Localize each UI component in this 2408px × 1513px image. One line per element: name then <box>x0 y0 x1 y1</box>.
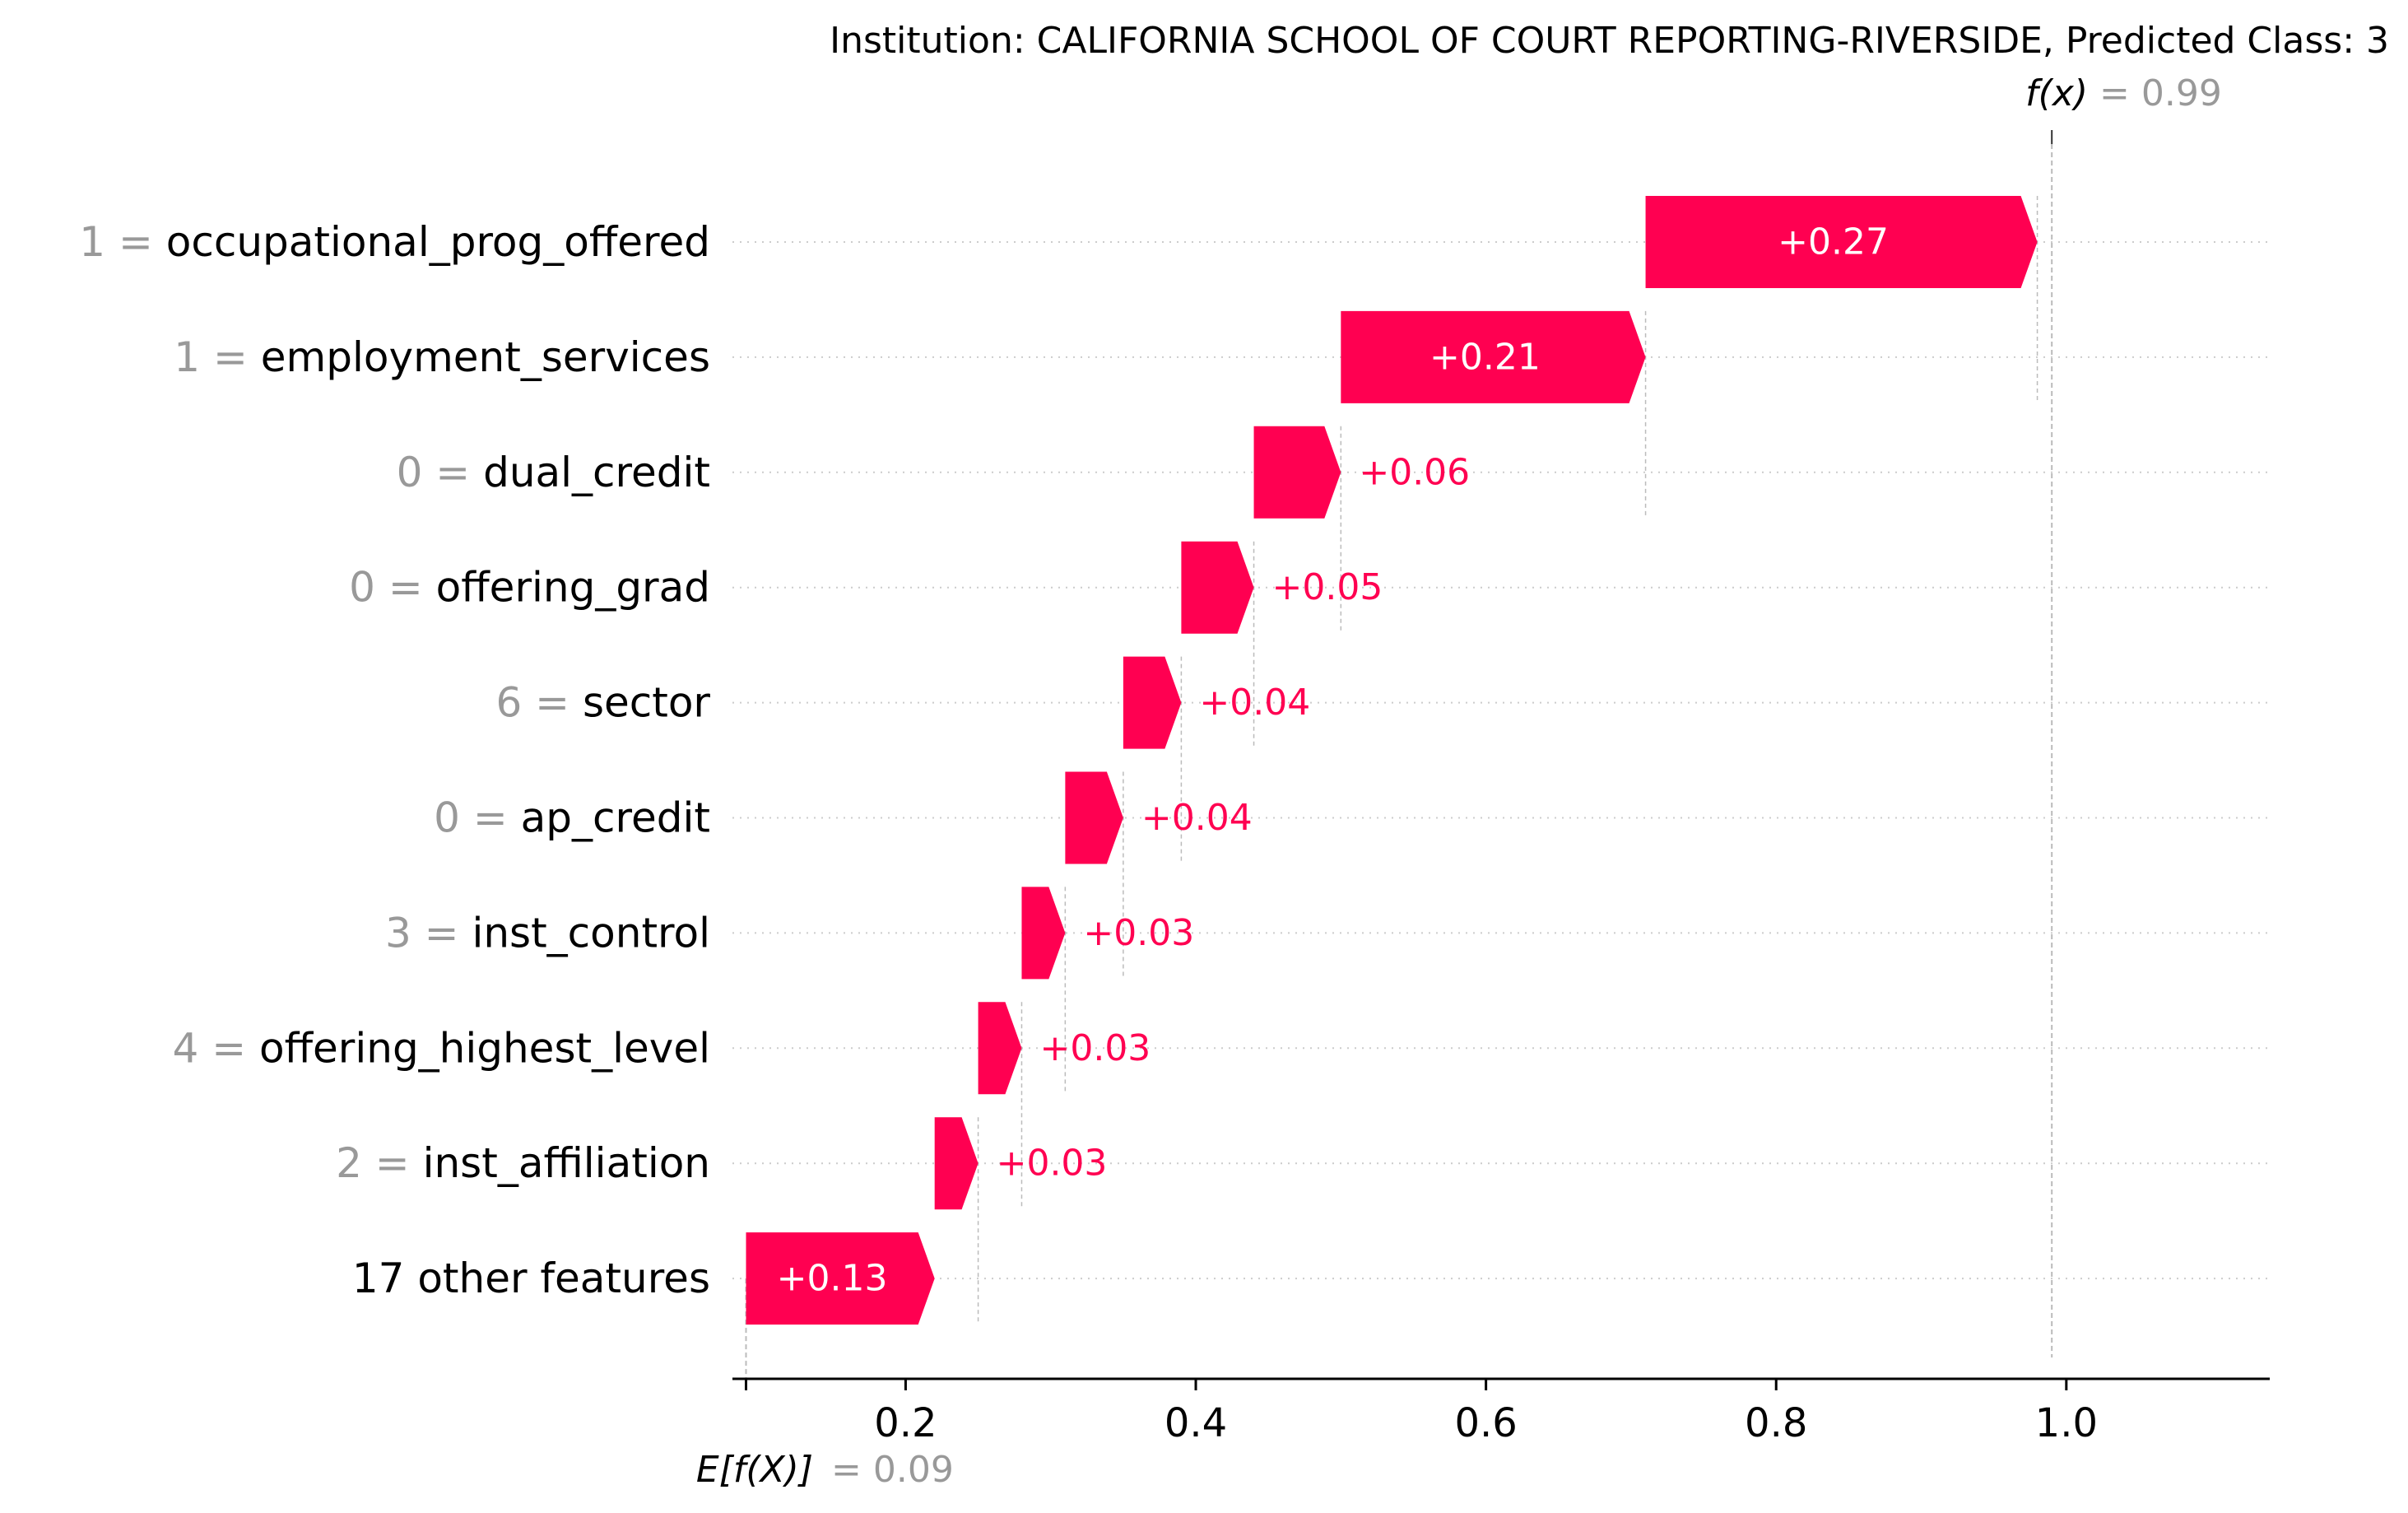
contribution-label: +0.13 <box>777 1258 888 1300</box>
bar-17-other-features <box>746 1232 935 1325</box>
feature-label: 4 = offering_highest_level <box>173 1024 711 1072</box>
connector-lines <box>745 130 2053 1379</box>
bar-employment_services <box>1341 310 1646 403</box>
feature-value: 4 = <box>173 1024 260 1072</box>
feature-name: occupational_prog_offered <box>166 218 710 266</box>
bar-offering_grad <box>1181 541 1254 634</box>
feature-name: offering_highest_level <box>259 1024 710 1072</box>
bar-inst_control <box>1021 887 1066 980</box>
contribution-label: +0.05 <box>1272 566 1383 608</box>
x-tick-label: 0.4 <box>1164 1400 1227 1446</box>
feature-value: 1 = <box>174 333 261 381</box>
feature-label: 0 = offering_grad <box>349 564 710 612</box>
x-tick-label: 0.6 <box>1454 1400 1517 1446</box>
feature-label: 1 = employment_services <box>174 333 710 381</box>
fx-label: f(x) = 0.99 <box>2025 72 2222 114</box>
bar-occupational_prog_offered <box>1645 196 2038 288</box>
feature-label: 2 = inst_affiliation <box>336 1139 710 1187</box>
feature-value: 0 = <box>434 794 521 842</box>
x-axis-ticks: 0.2 0.4 0.6 0.8 1.0 <box>745 1379 2098 1446</box>
bar-sector <box>1123 656 1182 749</box>
contribution-label: +0.21 <box>1429 336 1541 378</box>
feature-value: 6 = <box>495 679 583 727</box>
feature-value: 1 = <box>79 218 166 266</box>
feature-name: offering_grad <box>436 564 710 612</box>
feature-name: dual_credit <box>483 449 710 496</box>
chart-title: Institution: CALIFORNIA SCHOOL OF COURT … <box>830 20 2389 62</box>
bar-dual_credit <box>1253 426 1341 519</box>
feature-label: 0 = ap_credit <box>434 794 710 842</box>
feature-value: 0 = <box>397 449 484 496</box>
fx-label-text: f(x) <box>2025 72 2088 114</box>
feature-name: inst_control <box>472 909 710 957</box>
contribution-label: +0.04 <box>1199 682 1310 724</box>
bar-ap_credit <box>1065 771 1123 864</box>
x-tick-label: 0.2 <box>874 1400 937 1446</box>
contribution-labels: +0.27 +0.21 +0.06 +0.05 +0.04 +0.04 +0.03 +0.03… <box>777 221 1889 1300</box>
feature-value: 3 = <box>385 909 472 957</box>
base-value-label: E[f(X)] = 0.09 <box>696 1449 954 1491</box>
fx-label-name: f(x) <box>2025 72 2088 114</box>
contribution-label: +0.03 <box>1039 1027 1151 1069</box>
feature-value: 2 = <box>336 1139 423 1187</box>
feature-label: 17 other features <box>352 1255 710 1302</box>
feature-name: employment_services <box>261 333 710 381</box>
feature-name: 17 other features <box>352 1255 710 1302</box>
x-tick-label: 1.0 <box>2035 1400 2098 1446</box>
feature-name: ap_credit <box>521 794 710 842</box>
feature-value: 0 = <box>349 564 436 612</box>
base-label-text: E[f(X)] <box>696 1449 813 1491</box>
base-label-name: E[f(X)] <box>696 1449 813 1491</box>
contribution-label: +0.04 <box>1141 797 1253 839</box>
feature-label: 1 = occupational_prog_offered <box>79 218 710 266</box>
contribution-label: +0.03 <box>1083 912 1194 954</box>
feature-name: sector <box>583 679 710 727</box>
x-tick-label: 0.8 <box>1745 1400 1807 1446</box>
contribution-label: +0.27 <box>1778 221 1889 263</box>
base-value-text: = 0.09 <box>831 1449 954 1491</box>
feature-label: 3 = inst_control <box>385 909 710 957</box>
bar-inst_affiliation <box>934 1117 979 1210</box>
fx-value-text: = 0.99 <box>2099 72 2222 114</box>
bar-offering_highest_level <box>978 1002 1022 1095</box>
bars <box>746 196 2038 1325</box>
feature-label: 6 = sector <box>495 679 710 727</box>
contribution-label: +0.06 <box>1359 451 1470 493</box>
feature-name: inst_affiliation <box>423 1139 710 1187</box>
contribution-label: +0.03 <box>997 1143 1108 1185</box>
feature-label: 0 = dual_credit <box>397 449 710 496</box>
